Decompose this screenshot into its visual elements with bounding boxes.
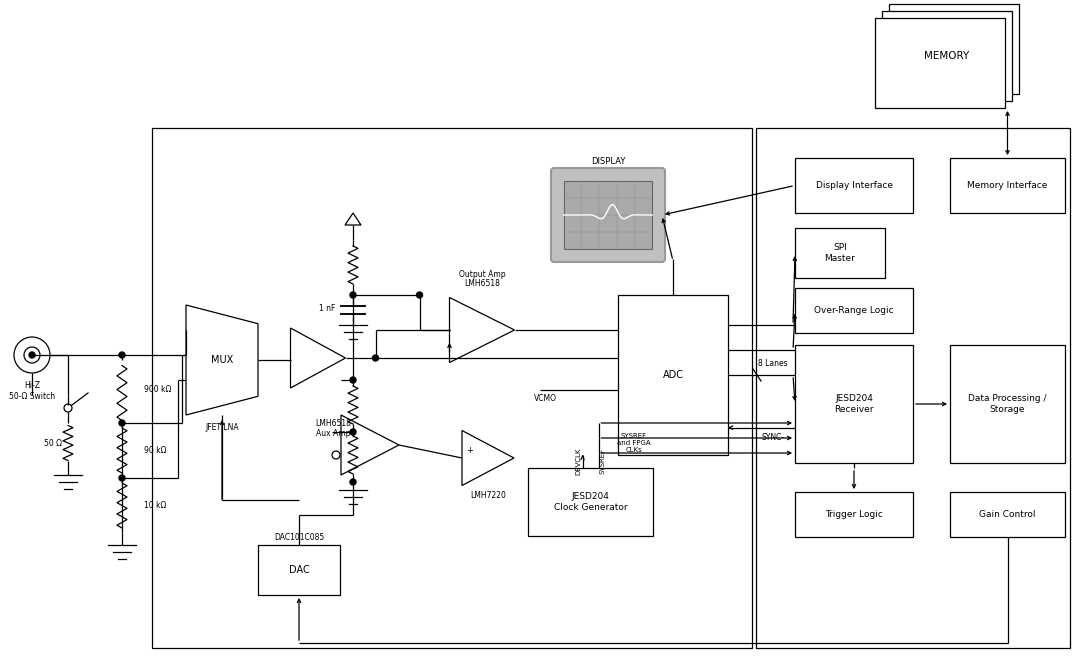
Text: LMH6518: LMH6518 — [464, 279, 500, 288]
Bar — [152, 128, 752, 648]
Text: 10 kΩ: 10 kΩ — [144, 501, 167, 510]
Text: DISPLAY: DISPLAY — [591, 156, 625, 166]
Bar — [756, 128, 1070, 648]
Text: ADC: ADC — [663, 370, 683, 380]
Bar — [795, 345, 913, 463]
Text: Hi-Z: Hi-Z — [24, 381, 40, 389]
Bar — [795, 492, 913, 537]
Circle shape — [350, 429, 356, 435]
Circle shape — [350, 292, 356, 298]
Text: 50 Ω: 50 Ω — [44, 438, 62, 448]
Bar — [258, 545, 340, 595]
Text: 900 kΩ: 900 kΩ — [144, 385, 171, 393]
Text: LMH7220: LMH7220 — [470, 491, 506, 500]
Circle shape — [29, 352, 35, 358]
Text: JFET LNA: JFET LNA — [205, 422, 239, 432]
Text: 50-Ω Switch: 50-Ω Switch — [9, 391, 55, 401]
Text: 1 nF: 1 nF — [318, 303, 335, 313]
Text: VCMO: VCMO — [534, 393, 557, 403]
Text: SYSREF: SYSREF — [600, 448, 605, 474]
Circle shape — [350, 377, 356, 383]
Circle shape — [119, 475, 125, 481]
Text: Display Interface: Display Interface — [815, 181, 892, 190]
Bar — [875, 18, 1005, 108]
Bar — [889, 4, 1019, 94]
Circle shape — [119, 420, 125, 426]
Bar — [529, 468, 653, 536]
Bar — [950, 158, 1065, 213]
Text: 8 Lanes: 8 Lanes — [758, 359, 787, 367]
Circle shape — [373, 355, 378, 361]
Text: Data Processing /
Storage: Data Processing / Storage — [968, 394, 1047, 413]
Text: LMH6518: LMH6518 — [315, 418, 351, 428]
Bar — [564, 180, 652, 249]
Text: DEVCLK: DEVCLK — [575, 448, 582, 475]
Text: Gain Control: Gain Control — [979, 510, 1035, 519]
Text: DAC101C085: DAC101C085 — [274, 532, 324, 542]
Text: DAC: DAC — [289, 565, 310, 575]
Text: Memory Interface: Memory Interface — [967, 181, 1047, 190]
Text: SPI
Master: SPI Master — [824, 243, 856, 263]
Bar — [795, 158, 913, 213]
Text: Output Amp: Output Amp — [459, 270, 506, 279]
Bar — [795, 288, 913, 333]
Circle shape — [119, 352, 125, 358]
FancyBboxPatch shape — [551, 168, 665, 262]
Text: 90 kΩ: 90 kΩ — [144, 446, 167, 455]
Circle shape — [350, 479, 356, 485]
Text: Aux Amp: Aux Amp — [316, 428, 350, 438]
Bar — [882, 11, 1012, 101]
Text: MUX: MUX — [211, 355, 233, 365]
Bar — [618, 295, 728, 455]
Bar — [950, 492, 1065, 537]
Text: SYNC-: SYNC- — [761, 433, 784, 442]
Text: MEMORY: MEMORY — [925, 51, 969, 61]
Bar — [795, 228, 885, 278]
Text: Over-Range Logic: Over-Range Logic — [814, 306, 893, 315]
Text: JESD204
Clock Generator: JESD204 Clock Generator — [553, 492, 627, 512]
Text: SYSREF
and FPGA
CLKs: SYSREF and FPGA CLKs — [616, 433, 650, 453]
Bar — [950, 345, 1065, 463]
Text: JESD204
Receiver: JESD204 Receiver — [834, 394, 874, 413]
Circle shape — [417, 292, 422, 298]
Text: Trigger Logic: Trigger Logic — [825, 510, 883, 519]
Text: +: + — [467, 446, 473, 454]
